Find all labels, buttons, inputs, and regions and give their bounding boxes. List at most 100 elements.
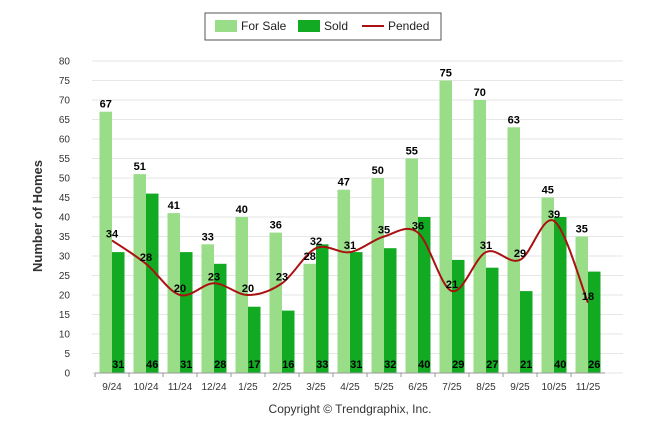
bar-sold-12-24 xyxy=(214,263,227,373)
legend-swatch-sold xyxy=(298,20,320,32)
y-tick-label-70: 70 xyxy=(59,96,71,107)
label-for-sale-3-25: 28 xyxy=(304,251,316,263)
label-for-sale-4-25: 47 xyxy=(338,177,350,189)
y-axis-label: Number of Homes xyxy=(30,160,45,272)
label-pended-6-25: 36 xyxy=(412,221,424,233)
x-tick-label-1-25: 1/25 xyxy=(238,382,258,393)
bar-sold-7-25 xyxy=(452,259,465,373)
x-tick-label-11-24: 11/24 xyxy=(168,382,193,393)
x-tick-label-9-24: 9/24 xyxy=(102,382,122,393)
label-sold-5-25: 32 xyxy=(384,359,396,371)
label-pended-4-25: 31 xyxy=(344,240,356,252)
y-tick-label-80: 80 xyxy=(59,57,71,68)
x-tick-label-10-24: 10/24 xyxy=(133,382,158,393)
bar-sold-9-25 xyxy=(520,291,533,373)
x-tick-label-2-25: 2/25 xyxy=(272,382,292,393)
y-tick-label-25: 25 xyxy=(59,271,71,282)
label-pended-11-25: 18 xyxy=(582,291,594,303)
bar-for-sale-5-25 xyxy=(371,178,384,373)
label-pended-3-25: 32 xyxy=(310,236,322,248)
legend-label-sold: Sold xyxy=(324,19,348,33)
label-sold-12-24: 28 xyxy=(214,359,226,371)
bar-for-sale-9-25 xyxy=(507,127,520,373)
label-sold-8-25: 27 xyxy=(486,359,498,371)
label-sold-10-24: 46 xyxy=(146,359,158,371)
y-tick-label-0: 0 xyxy=(64,369,70,380)
label-sold-7-25: 29 xyxy=(452,359,464,371)
label-pended-5-25: 35 xyxy=(378,225,390,237)
label-for-sale-5-25: 50 xyxy=(372,165,384,177)
label-for-sale-12-24: 33 xyxy=(202,231,214,243)
gridlines xyxy=(92,60,623,374)
bar-sold-6-25 xyxy=(418,217,431,373)
label-for-sale-1-25: 40 xyxy=(236,204,248,216)
y-axis-ticks: 0 5 10 15 20 25 30 35 40 45 50 55 60 65 70 75 80 xyxy=(59,57,71,380)
copyright-footer: Copyright © Trendgraphix, Inc. xyxy=(269,402,432,416)
label-pended-8-25: 31 xyxy=(480,240,492,252)
data-labels: 67 31 51 46 41 31 33 28 40 17 36 16 28 33 47 31 50 32 55 40… xyxy=(100,68,601,372)
label-pended-10-25: 39 xyxy=(548,209,560,221)
y-tick-label-35: 35 xyxy=(59,232,71,243)
bar-for-sale-2-25 xyxy=(269,232,282,373)
bar-sold-2-25 xyxy=(282,310,295,373)
legend-label-for-sale: For Sale xyxy=(241,19,287,33)
x-tick-label-9-25: 9/25 xyxy=(510,382,530,393)
bar-for-sale-12-24 xyxy=(201,244,214,373)
legend: For Sale Sold Pended xyxy=(204,12,442,41)
bar-for-sale-8-25 xyxy=(473,100,486,373)
label-sold-9-24: 31 xyxy=(112,359,124,371)
label-sold-10-25: 40 xyxy=(554,359,566,371)
x-tick-label-10-25: 10/25 xyxy=(541,382,566,393)
y-tick-label-15: 15 xyxy=(59,310,71,321)
bar-for-sale-11-25 xyxy=(575,236,588,373)
bar-sold-5-25 xyxy=(384,248,397,373)
bar-for-sale-4-25 xyxy=(337,189,350,373)
bar-sold-8-25 xyxy=(486,267,499,373)
x-tick-label-11-25: 11/25 xyxy=(576,382,601,393)
x-tick-label-5-25: 5/25 xyxy=(374,382,394,393)
legend-box xyxy=(204,12,442,41)
pended-line xyxy=(111,219,589,304)
label-pended-9-25: 29 xyxy=(514,248,526,260)
bar-sold-11-24 xyxy=(180,252,193,373)
bar-sold-10-25 xyxy=(554,217,567,373)
label-pended-9-24: 34 xyxy=(106,228,119,240)
y-tick-label-45: 45 xyxy=(59,193,71,204)
label-sold-6-25: 40 xyxy=(418,359,430,371)
x-tick-label-4-25: 4/25 xyxy=(340,382,360,393)
bars xyxy=(99,80,601,373)
y-tick-label-10: 10 xyxy=(59,330,71,341)
y-tick-label-50: 50 xyxy=(59,174,71,185)
label-for-sale-9-24: 67 xyxy=(100,99,112,111)
bar-sold-11-25 xyxy=(588,271,601,373)
x-tick-label-8-25: 8/25 xyxy=(476,382,496,393)
pended-line-layer xyxy=(111,219,589,304)
bar-for-sale-6-25 xyxy=(405,158,418,373)
y-tick-label-5: 5 xyxy=(64,349,70,360)
bar-for-sale-9-24 xyxy=(99,111,112,373)
bar-for-sale-10-25 xyxy=(541,197,554,373)
label-for-sale-10-24: 51 xyxy=(134,161,146,173)
bar-sold-10-24 xyxy=(146,193,159,373)
label-pended-7-25: 21 xyxy=(446,279,458,291)
bar-for-sale-1-25 xyxy=(235,217,248,373)
x-axis-ticks: 9/24 10/24 11/24 12/24 1/25 2/25 3/25 4/25 5/25 6… xyxy=(94,372,605,393)
x-tick-label-3-25: 3/25 xyxy=(306,382,326,393)
label-pended-2-25: 23 xyxy=(276,271,288,283)
label-sold-9-25: 21 xyxy=(520,359,532,371)
label-for-sale-9-25: 63 xyxy=(508,114,520,126)
label-for-sale-11-25: 35 xyxy=(576,224,588,236)
y-tick-label-30: 30 xyxy=(59,252,71,263)
x-tick-label-7-25: 7/25 xyxy=(442,382,462,393)
bar-for-sale-7-25 xyxy=(439,80,452,373)
y-tick-label-20: 20 xyxy=(59,291,71,302)
label-sold-3-25: 33 xyxy=(316,359,328,371)
bar-sold-4-25 xyxy=(350,252,363,373)
bar-sold-3-25 xyxy=(316,244,329,373)
bar-sold-9-24 xyxy=(112,252,125,373)
label-for-sale-10-25: 45 xyxy=(542,185,554,197)
bar-for-sale-10-24 xyxy=(133,174,146,373)
label-pended-11-24: 20 xyxy=(174,283,186,295)
label-pended-1-25: 20 xyxy=(242,283,254,295)
